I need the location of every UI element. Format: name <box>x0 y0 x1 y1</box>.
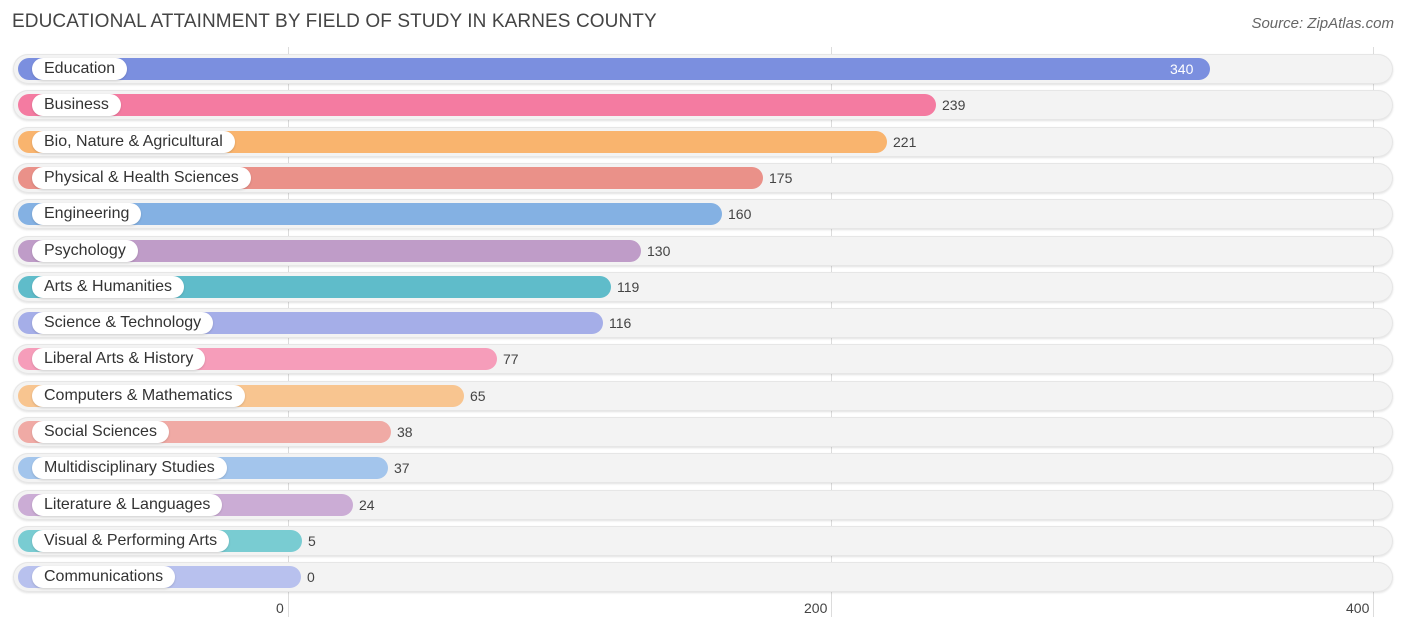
value-label: 5 <box>308 533 316 549</box>
category-label: Education <box>32 58 128 80</box>
value-label: 77 <box>503 351 519 367</box>
value-label: 221 <box>893 134 917 150</box>
bar-row: Engineering 160 <box>13 199 1393 229</box>
category-label: Computers & Mathematics <box>32 385 245 407</box>
bar-row: Arts & Humanities 119 <box>13 272 1393 302</box>
category-label: Science & Technology <box>32 312 214 334</box>
value-label: 175 <box>769 170 793 186</box>
value-label: 239 <box>942 97 966 113</box>
value-label: 340 <box>1170 61 1194 77</box>
category-label: Liberal Arts & History <box>32 348 206 370</box>
value-label: 0 <box>307 569 315 585</box>
bar <box>18 240 641 262</box>
bar-row: Multidisciplinary Studies 37 <box>13 453 1393 483</box>
bar <box>18 131 887 153</box>
category-label: Arts & Humanities <box>32 276 185 298</box>
bar-row: Bio, Nature & Agricultural 221 <box>13 127 1393 157</box>
category-label: Bio, Nature & Agricultural <box>32 131 235 153</box>
bar-row: Liberal Arts & History 77 <box>13 344 1393 374</box>
bar-row: Literature & Languages 24 <box>13 490 1393 520</box>
category-label: Literature & Languages <box>32 494 223 516</box>
value-label: 119 <box>617 279 640 295</box>
bar-row: Social Sciences 38 <box>13 417 1393 447</box>
value-label: 130 <box>647 243 671 259</box>
category-label: Communications <box>32 566 176 588</box>
bar-row: Computers & Mathematics 65 <box>13 381 1393 411</box>
bar <box>18 58 1210 80</box>
bar-row: Physical & Health Sciences 175 <box>13 163 1393 193</box>
bar-row: Education 340 <box>13 54 1393 84</box>
value-label: 65 <box>470 388 486 404</box>
bar <box>18 94 936 116</box>
x-tick-label: 400 <box>1346 600 1370 616</box>
bar-row: Psychology 130 <box>13 236 1393 266</box>
category-label: Multidisciplinary Studies <box>32 457 227 479</box>
category-label: Social Sciences <box>32 421 169 443</box>
x-tick-label: 0 <box>276 600 284 616</box>
x-tick-label: 200 <box>804 600 828 616</box>
bar-row: Science & Technology 116 <box>13 308 1393 338</box>
bar-row: Communications 0 <box>13 562 1393 592</box>
chart-title: EDUCATIONAL ATTAINMENT BY FIELD OF STUDY… <box>12 11 657 32</box>
category-label: Business <box>32 94 121 116</box>
category-label: Engineering <box>32 203 142 225</box>
category-label: Psychology <box>32 240 138 262</box>
value-label: 37 <box>394 460 410 476</box>
value-label: 116 <box>609 315 632 331</box>
value-label: 160 <box>728 206 752 222</box>
bar <box>18 203 722 225</box>
bar-row: Business 239 <box>13 90 1393 120</box>
value-label: 38 <box>397 424 413 440</box>
source-credit: Source: ZipAtlas.com <box>1251 15 1394 32</box>
category-label: Physical & Health Sciences <box>32 167 251 189</box>
bar-row: Visual & Performing Arts 5 <box>13 526 1393 556</box>
category-label: Visual & Performing Arts <box>32 530 230 552</box>
value-label: 24 <box>359 497 375 513</box>
